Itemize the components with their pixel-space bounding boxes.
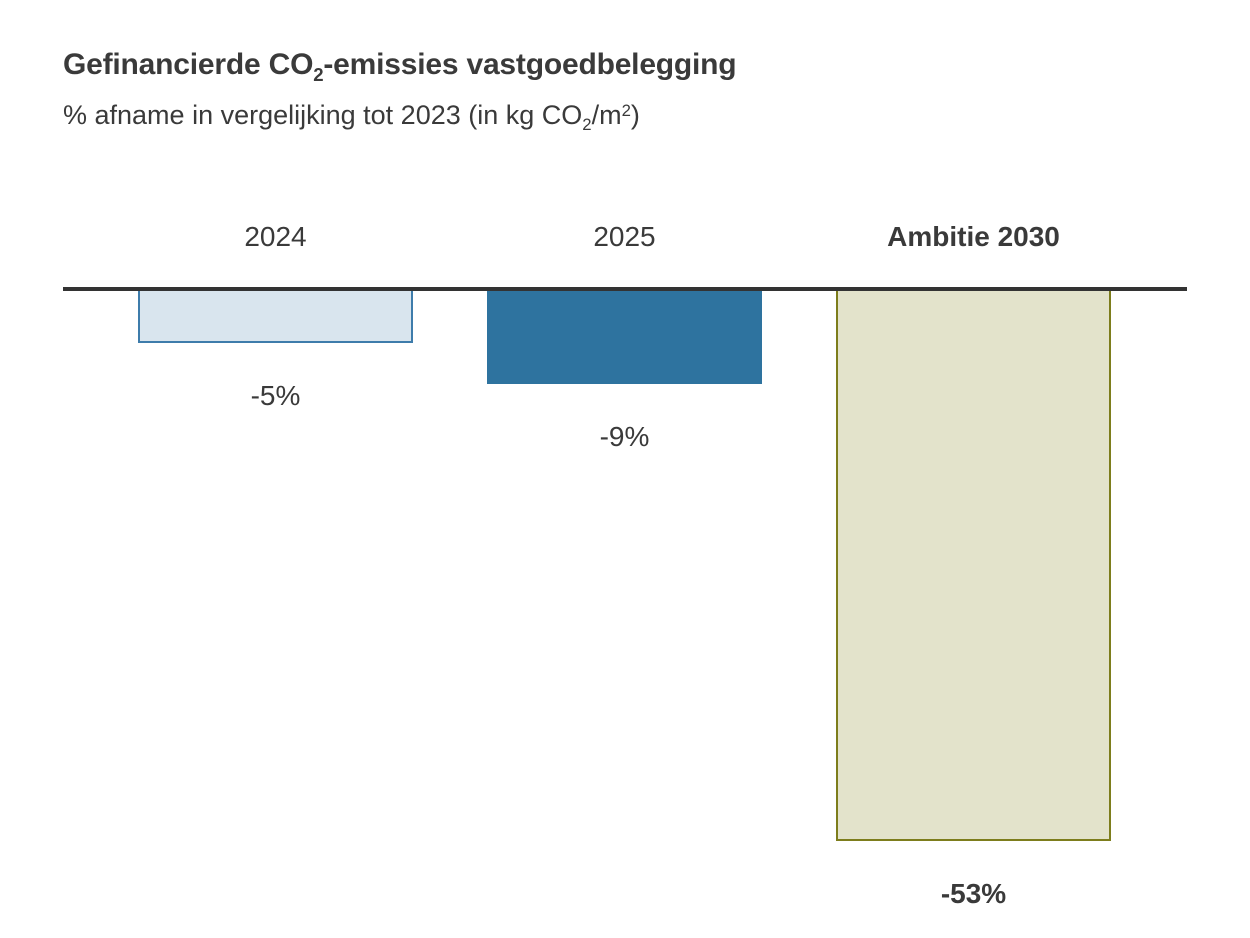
category-label-ambitie-2030: Ambitie 2030 xyxy=(887,221,1060,252)
chart-title-subscript: 2 xyxy=(313,63,324,85)
bar-ambitie-2030 xyxy=(836,289,1111,841)
chart-title-text-cont: -emissies vastgoedbelegging xyxy=(323,48,737,81)
chart-subtitle-text: % afname in vergelijking tot 2023 (in kg… xyxy=(63,100,583,130)
chart-subtitle-text-end: ) xyxy=(630,100,640,130)
chart-subtitle: % afname in vergelijking tot 2023 (in kg… xyxy=(63,98,640,136)
chart-title-text: Gefinancierde CO xyxy=(63,48,314,81)
chart-title: Gefinancierde CO2-emissies vastgoedbeleg… xyxy=(63,46,737,87)
chart-subtitle-superscript: 2 xyxy=(621,101,631,121)
chart-subtitle-subscript: 2 xyxy=(582,114,592,134)
zero-baseline xyxy=(63,287,1187,291)
value-label-2024: -5% xyxy=(250,380,301,411)
category-label-2024: 2024 xyxy=(244,221,307,252)
category-label-2025: 2025 xyxy=(593,221,656,252)
chart-subtitle-text-mid: /m xyxy=(591,100,622,130)
bar-2024 xyxy=(138,289,413,343)
bar-2025 xyxy=(487,289,762,384)
value-label-2025: -9% xyxy=(599,421,650,452)
value-label-ambitie-2030: -53% xyxy=(940,878,1007,909)
